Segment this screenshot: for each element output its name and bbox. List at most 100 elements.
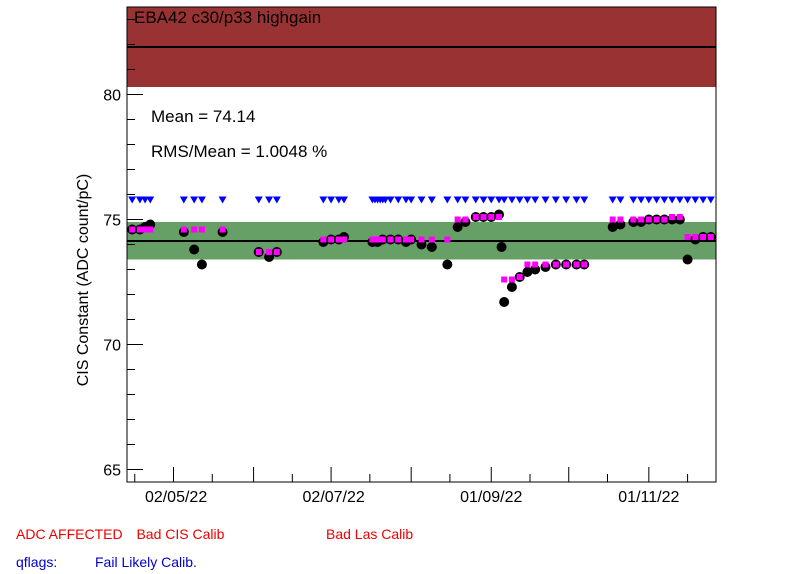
qflag-marker bbox=[386, 196, 395, 204]
qflag-marker bbox=[515, 196, 524, 204]
las-point bbox=[542, 261, 549, 268]
cis-point bbox=[196, 259, 207, 270]
qflag-marker bbox=[644, 196, 653, 204]
las-point bbox=[335, 236, 342, 243]
las-point bbox=[387, 236, 394, 243]
las-point bbox=[669, 214, 676, 220]
las-point bbox=[661, 216, 668, 223]
las-point bbox=[428, 236, 435, 243]
qflag-marker bbox=[706, 196, 715, 204]
qflag-marker bbox=[407, 196, 416, 204]
y-axis-label: CIS Constant (ADC count/pC) bbox=[75, 174, 92, 387]
las-point bbox=[273, 249, 280, 255]
x-tick-label: 02/07/22 bbox=[303, 489, 365, 506]
qflag-marker bbox=[135, 196, 144, 204]
qflag-marker bbox=[190, 196, 199, 204]
qflag-marker bbox=[580, 196, 589, 204]
las-point bbox=[516, 274, 523, 280]
las-point bbox=[403, 236, 409, 243]
qflag-marker bbox=[417, 196, 426, 204]
las-point bbox=[462, 216, 469, 223]
las-point bbox=[180, 226, 187, 233]
qflag-marker bbox=[218, 196, 227, 204]
legend-adc-affected: ADC AFFECTED bbox=[16, 526, 123, 542]
rms-stat: RMS/Mean = 1.0048 % bbox=[151, 142, 327, 161]
cis-point bbox=[452, 222, 463, 232]
las-point bbox=[524, 261, 531, 268]
legend-row-1: ADC AFFECTED Bad CIS Calib Bad Las Calib bbox=[16, 526, 413, 542]
cis-point bbox=[522, 267, 533, 277]
las-point bbox=[563, 261, 570, 268]
las-point bbox=[142, 226, 149, 233]
las-point bbox=[488, 214, 495, 220]
cis-point bbox=[499, 297, 510, 307]
x-tick-label: 01/09/22 bbox=[460, 489, 522, 506]
las-point bbox=[255, 249, 262, 255]
qflag-marker bbox=[683, 196, 692, 204]
qflag-marker bbox=[319, 196, 328, 204]
las-point bbox=[379, 236, 386, 243]
las-point bbox=[532, 261, 539, 268]
las-point bbox=[552, 261, 559, 268]
cis-point bbox=[496, 242, 507, 252]
legend-bad-las-calib: Bad Las Calib bbox=[326, 526, 414, 542]
x-tick-label: 01/11/22 bbox=[618, 489, 679, 506]
qflag-marker bbox=[394, 196, 403, 204]
qflag-marker bbox=[572, 196, 581, 204]
las-point bbox=[374, 236, 381, 243]
qflag-marker bbox=[461, 196, 470, 204]
las-point bbox=[609, 216, 616, 223]
qflag-marker bbox=[637, 196, 646, 204]
las-point bbox=[147, 226, 154, 233]
las-point bbox=[676, 214, 683, 220]
legend-qflags-label: qflags: bbox=[16, 554, 58, 570]
las-point bbox=[129, 226, 136, 233]
las-point bbox=[508, 276, 515, 283]
las-point bbox=[630, 216, 637, 223]
legend-qflags-value: Fail Likely Calib. bbox=[95, 554, 197, 570]
mean-stat: Mean = 74.14 bbox=[151, 107, 255, 126]
las-point bbox=[320, 236, 327, 243]
qflag-marker bbox=[443, 196, 452, 204]
cis-point bbox=[506, 282, 517, 292]
qflag-marker bbox=[541, 196, 550, 204]
qflag-marker bbox=[141, 196, 150, 204]
qflag-marker bbox=[265, 196, 274, 204]
qflag-marker bbox=[479, 196, 488, 204]
qflag-marker bbox=[495, 196, 503, 204]
las-point bbox=[266, 249, 273, 255]
las-point bbox=[480, 214, 487, 220]
las-point bbox=[328, 236, 335, 243]
las-point bbox=[369, 236, 376, 243]
las-point bbox=[395, 236, 402, 243]
qflag-marker bbox=[691, 196, 700, 204]
las-point bbox=[454, 216, 461, 223]
qflag-marker bbox=[179, 196, 188, 204]
qflag-marker bbox=[699, 196, 708, 204]
qflag-marker bbox=[487, 196, 496, 204]
y-tick-label: 70 bbox=[103, 338, 121, 355]
cis-point bbox=[442, 259, 453, 270]
qflag-marker bbox=[668, 196, 677, 204]
qflag-marker bbox=[652, 196, 661, 204]
las-point bbox=[136, 226, 143, 233]
las-point bbox=[408, 236, 415, 243]
las-point bbox=[444, 236, 451, 243]
chart-title: EBA42 c30/p33 highgain bbox=[134, 8, 321, 27]
las-point bbox=[684, 234, 691, 240]
las-point bbox=[198, 226, 205, 233]
las-point bbox=[418, 236, 425, 243]
qflag-marker bbox=[562, 196, 571, 204]
qflag-marker bbox=[334, 196, 343, 204]
las-point bbox=[341, 236, 347, 243]
cis-point bbox=[426, 242, 437, 252]
x-tick-label: 02/05/22 bbox=[145, 489, 207, 506]
qflag-marker bbox=[531, 196, 540, 204]
cis-point bbox=[189, 244, 200, 255]
y-tick-label: 75 bbox=[103, 213, 121, 230]
las-point bbox=[191, 226, 198, 233]
las-point bbox=[653, 216, 660, 223]
qflag-marker bbox=[272, 196, 281, 204]
legend-row-2: qflags: Fail Likely Calib. bbox=[16, 554, 197, 570]
